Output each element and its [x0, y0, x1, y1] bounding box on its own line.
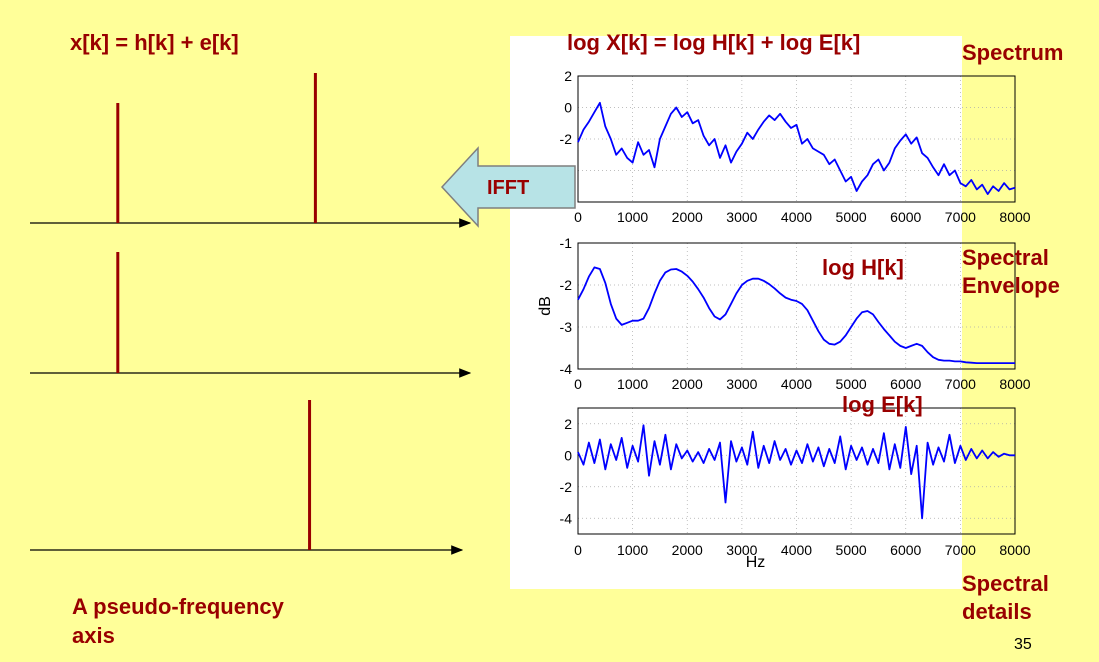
spectrum-xtick-label-1: 1000 [617, 209, 648, 225]
spectral-details-xtick-label-5: 5000 [836, 542, 867, 558]
spectral-envelope-xtick-label-1: 1000 [617, 376, 648, 392]
cepstrum-h-plot [30, 252, 472, 378]
spectrum-xtick-label-5: 5000 [836, 209, 867, 225]
spectral-envelope-frame [577, 242, 1016, 370]
spectrum-chart: 01000200030004000500060007000800020-2-4-… [560, 68, 1031, 225]
spectrum-xtick-label-6: 6000 [890, 209, 921, 225]
spectral-details-label-line1: Spectral [962, 571, 1049, 596]
spectrum-xtick-label-2: 2000 [672, 209, 703, 225]
spectrum-ytick-label-2: -2 [560, 131, 573, 147]
pseudo-frequency-caption-line1: A pseudo-frequency [72, 594, 284, 619]
spectrum-ytick-label-0: 2 [564, 68, 572, 84]
spectrum-xtick-label-4: 4000 [781, 209, 812, 225]
spectral-details-ytick-label-1: 0 [564, 447, 572, 463]
spectrum-xtick-label-3: 3000 [726, 209, 757, 225]
spectrum-xtick-label-7: 7000 [945, 209, 976, 225]
spectral-envelope-xtick-label-5: 5000 [836, 376, 867, 392]
spectral-details-xtick-label-1: 1000 [617, 542, 648, 558]
ifft-arrow-shape [440, 146, 576, 228]
spectral-details-xtick-label-4: 4000 [781, 542, 812, 558]
spectral-envelope-xtick-label-3: 3000 [726, 376, 757, 392]
spectral-envelope-series-line [577, 266, 1015, 365]
cepstrum-e-plot [30, 400, 464, 555]
spectral-envelope-xtick-label-4: 4000 [781, 376, 812, 392]
spectral-envelope-xtick-label-2: 2000 [672, 376, 703, 392]
page-number: 35 [1014, 636, 1032, 653]
spectral-envelope-ytick-label-0: -1 [560, 235, 573, 251]
spectral-envelope-xtick-label-0: 0 [574, 376, 582, 392]
spectral-details-xtick-label-3: 3000 [726, 542, 757, 558]
spectral-envelope-label-line2: Envelope [962, 273, 1060, 298]
spectral-envelope-ytick-label-2: -3 [560, 319, 573, 335]
spectral-details-ytick-label-2: -2 [560, 479, 573, 495]
spectral-envelope-chart: 0 1000 2000 3000 4000 5000 6000 7000 8000 -1 -2 -3 -… [537, 235, 1031, 392]
spectral-details-ytick-label-0: 2 [564, 416, 572, 432]
spectral-details-xtick-label-2: 2000 [672, 542, 703, 558]
log-spectrum-equation: log X[k] = log H[k] + log E[k] [567, 30, 861, 55]
spectral-envelope-label: Spectral Envelope [962, 244, 1060, 300]
cepstrum-equation: x[k] = h[k] + e[k] [70, 30, 239, 55]
spectral-details-label-line2: details [962, 599, 1032, 624]
spectral-envelope-ytick-label-1: -2 [560, 277, 573, 293]
spectral-details-xlabel: Hz [746, 554, 766, 571]
spectrum-frame [577, 75, 1016, 203]
spectrum-xtick-label-8: 8000 [999, 209, 1030, 225]
spectral-details-chart: 0 1000 2000 3000 4000 5000 6000 7000 8000 2 0 -2 -4 H… [560, 407, 1031, 571]
spectral-details-series-line [577, 424, 1015, 520]
spectral-details-xtick-label-8: 8000 [999, 542, 1030, 558]
spectral-envelope-xtick-label-6: 6000 [890, 376, 921, 392]
spectral-details-xtick-label-0: 0 [574, 542, 582, 558]
spectral-envelope-xtick-label-7: 7000 [945, 376, 976, 392]
ifft-label: IFFT [487, 177, 529, 199]
spectral-details-xtick-label-6: 6000 [890, 542, 921, 558]
spectral-details-ytick-label-3: -4 [560, 510, 573, 526]
spectrum-ytick-label-1: 0 [564, 100, 572, 116]
spectrum-series-line [577, 101, 1016, 196]
log-e-label: log E[k] [842, 392, 923, 417]
pseudo-frequency-caption: A pseudo-frequency axis [72, 592, 284, 650]
log-h-label: log H[k] [822, 255, 904, 280]
pseudo-frequency-caption-line2: axis [72, 623, 115, 648]
spectrum-xtick-label-0: 0 [574, 209, 582, 225]
spectral-envelope-label-line1: Spectral [962, 245, 1049, 270]
spectral-envelope-ytick-label-3: -4 [560, 361, 573, 377]
spectrum-label: Spectrum [962, 40, 1064, 65]
cepstrum-x-plot [30, 73, 472, 228]
spectral-envelope-ylabel: dB [537, 296, 554, 316]
ifft-arrow: IFFT [440, 146, 576, 228]
spectral-details-frame [577, 407, 1016, 535]
spectral-envelope-xtick-label-8: 8000 [999, 376, 1030, 392]
spectral-details-label: Spectral details [962, 570, 1049, 626]
spectral-details-xtick-label-7: 7000 [945, 542, 976, 558]
